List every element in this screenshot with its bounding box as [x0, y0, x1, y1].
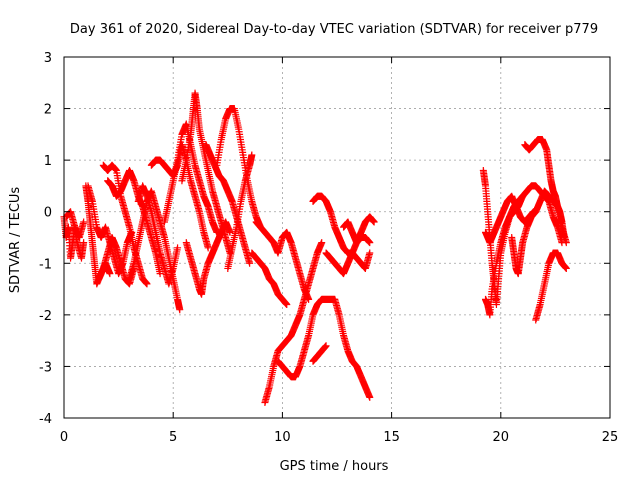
series-arc-14: [202, 141, 254, 267]
series-arc-19: [261, 239, 326, 407]
data-point: [246, 259, 254, 267]
data-point: [143, 280, 151, 288]
series-arc-02: [62, 208, 88, 262]
series-arc-20: [274, 295, 374, 401]
series-arc-16: [224, 151, 256, 272]
series-arc-17: [248, 249, 291, 309]
x-tick-label: 15: [383, 430, 400, 445]
data-point: [106, 270, 114, 278]
data-point: [322, 342, 330, 350]
data-point: [366, 393, 374, 401]
x-tick-label: 25: [602, 430, 619, 445]
y-tick-label: 0: [44, 206, 52, 221]
data-point: [283, 301, 291, 309]
series-arc-21: [309, 342, 330, 365]
x-tick-label: 0: [60, 430, 68, 445]
data-point: [204, 244, 212, 252]
series-arc-18: [252, 218, 313, 303]
y-tick-label: 3: [44, 51, 52, 66]
y-axis-label: SDTVAR / TECUs: [8, 187, 23, 294]
y-tick-label: -4: [39, 412, 52, 427]
x-tick-label: 10: [274, 430, 291, 445]
series-arc-12: [178, 89, 234, 257]
data-point: [174, 244, 182, 252]
series-arc-09: [134, 182, 182, 288]
series-arc-15: [213, 105, 265, 231]
x-tick-label: 20: [493, 430, 510, 445]
y-tick-label: 1: [44, 154, 52, 169]
y-tick-label: -1: [39, 257, 52, 272]
chart-title: Day 361 of 2020, Sidereal Day-to-day VTE…: [70, 22, 598, 37]
data-point: [80, 239, 88, 247]
series-arc-07: [104, 166, 164, 278]
series-arc-11: [160, 120, 221, 236]
data-point: [248, 151, 256, 159]
data-point: [226, 228, 234, 236]
y-tick-label: -3: [39, 360, 52, 375]
data-point: [318, 239, 326, 247]
y-tick-label: -2: [39, 309, 52, 324]
series-arc-30: [532, 249, 570, 324]
data-point: [80, 218, 88, 226]
data-point: [366, 249, 374, 257]
data-point: [176, 306, 184, 314]
y-tick-label: 2: [44, 103, 52, 118]
data-points: [60, 89, 570, 407]
x-tick-label: 5: [169, 430, 177, 445]
series-arc-05: [99, 161, 151, 288]
x-axis-label: GPS time / hours: [280, 459, 389, 474]
series-arc-13: [182, 218, 234, 298]
